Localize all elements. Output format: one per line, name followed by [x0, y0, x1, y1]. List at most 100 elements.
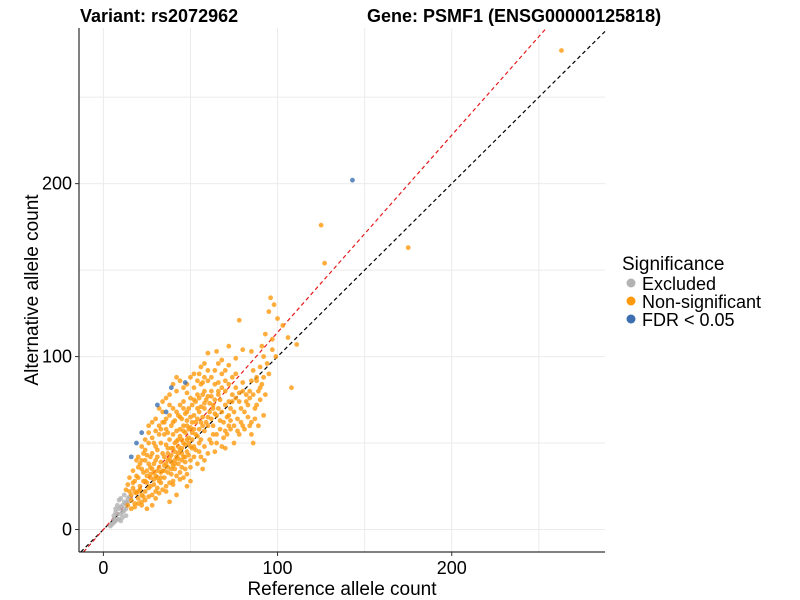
point-non-significant: [221, 435, 226, 441]
legend-key-non-significant: [626, 296, 636, 306]
point-non-significant: [233, 371, 239, 377]
point-non-significant: [266, 309, 272, 315]
point-non-significant: [252, 416, 258, 422]
point-non-significant: [222, 388, 228, 394]
point-non-significant: [240, 380, 246, 385]
point-non-significant: [208, 393, 214, 399]
point-non-significant: [200, 414, 206, 420]
point-non-significant: [182, 454, 188, 460]
point-non-significant: [177, 470, 183, 475]
point-non-significant: [198, 381, 204, 387]
point-non-significant: [202, 374, 207, 380]
point-non-significant: [257, 397, 263, 403]
point-non-significant: [149, 466, 155, 472]
point-non-significant: [151, 461, 157, 467]
point-non-significant: [165, 445, 171, 451]
point-non-significant: [184, 418, 190, 423]
point-non-significant: [177, 378, 183, 384]
point-non-significant: [165, 451, 171, 456]
point-non-significant: [161, 475, 167, 481]
point-non-significant: [261, 354, 267, 359]
point-non-significant: [125, 502, 131, 508]
point-non-significant: [181, 399, 186, 404]
point-non-significant: [205, 451, 211, 456]
point-non-significant: [212, 368, 218, 373]
y-tick-label: 0: [62, 520, 72, 540]
point-non-significant: [135, 495, 141, 501]
point-non-significant: [254, 374, 260, 380]
point-non-significant: [268, 295, 273, 301]
point-non-significant: [196, 395, 202, 401]
point-non-significant: [167, 402, 172, 408]
point-non-significant: [212, 397, 218, 403]
tick-labels: 0 100 200 0 100 200: [42, 174, 467, 578]
point-non-significant: [188, 444, 193, 449]
point-non-significant: [135, 464, 141, 470]
point-fdr-0-05: [128, 454, 134, 460]
point-non-significant: [214, 440, 219, 446]
point-non-significant: [215, 388, 221, 394]
point-non-significant: [226, 399, 232, 404]
point-non-significant: [154, 468, 160, 474]
point-non-significant: [165, 430, 171, 436]
point-non-significant: [191, 385, 197, 391]
point-non-significant: [205, 368, 211, 373]
point-excluded: [118, 511, 124, 517]
title-variant: Variant: rs2072962: [80, 6, 238, 26]
legend: Significance ExcludedNon-significantFDR …: [622, 254, 761, 330]
point-non-significant: [167, 437, 172, 442]
point-non-significant: [249, 432, 254, 437]
point-non-significant: [205, 393, 211, 399]
point-non-significant: [405, 245, 411, 251]
point-non-significant: [205, 378, 211, 384]
point-non-significant: [266, 371, 272, 377]
point-non-significant: [222, 402, 228, 408]
point-excluded: [121, 508, 127, 513]
point-non-significant: [208, 374, 214, 380]
point-non-significant: [181, 440, 186, 446]
point-non-significant: [205, 350, 211, 356]
point-non-significant: [224, 414, 230, 420]
point-non-significant: [208, 440, 214, 446]
point-non-significant: [226, 343, 232, 349]
legend-label-excluded: Excluded: [642, 274, 716, 294]
point-non-significant: [123, 487, 129, 493]
point-non-significant: [130, 468, 136, 474]
point-non-significant: [215, 361, 221, 366]
point-non-significant: [261, 374, 267, 380]
point-non-significant: [242, 426, 247, 432]
point-non-significant: [247, 388, 253, 394]
point-non-significant: [249, 378, 254, 384]
point-non-significant: [189, 402, 195, 408]
point-non-significant: [156, 478, 162, 484]
point-non-significant: [174, 454, 179, 460]
point-non-significant: [144, 506, 150, 512]
point-non-significant: [181, 406, 186, 411]
point-non-significant: [196, 409, 202, 415]
point-non-significant: [184, 437, 190, 442]
grid: [79, 28, 605, 552]
point-non-significant: [174, 438, 179, 444]
point-non-significant: [222, 378, 228, 384]
point-non-significant: [168, 471, 174, 477]
point-non-significant: [134, 457, 139, 463]
point-non-significant: [181, 423, 186, 429]
point-non-significant: [181, 428, 186, 434]
point-non-significant: [231, 423, 237, 429]
point-non-significant: [163, 395, 169, 401]
point-excluded: [111, 516, 117, 522]
point-non-significant: [262, 331, 268, 337]
y-tick-label: 200: [42, 174, 72, 194]
point-non-significant: [202, 444, 207, 449]
point-non-significant: [158, 426, 164, 432]
point-non-significant: [250, 440, 256, 446]
point-non-significant: [177, 402, 183, 408]
point-excluded: [113, 506, 118, 512]
point-non-significant: [184, 471, 190, 477]
point-non-significant: [285, 335, 291, 340]
legend-label-fdr-0-05: FDR < 0.05: [642, 310, 735, 330]
legend-key-excluded: [626, 278, 636, 288]
point-non-significant: [254, 378, 260, 384]
point-non-significant: [236, 399, 242, 404]
point-non-significant: [231, 440, 237, 446]
